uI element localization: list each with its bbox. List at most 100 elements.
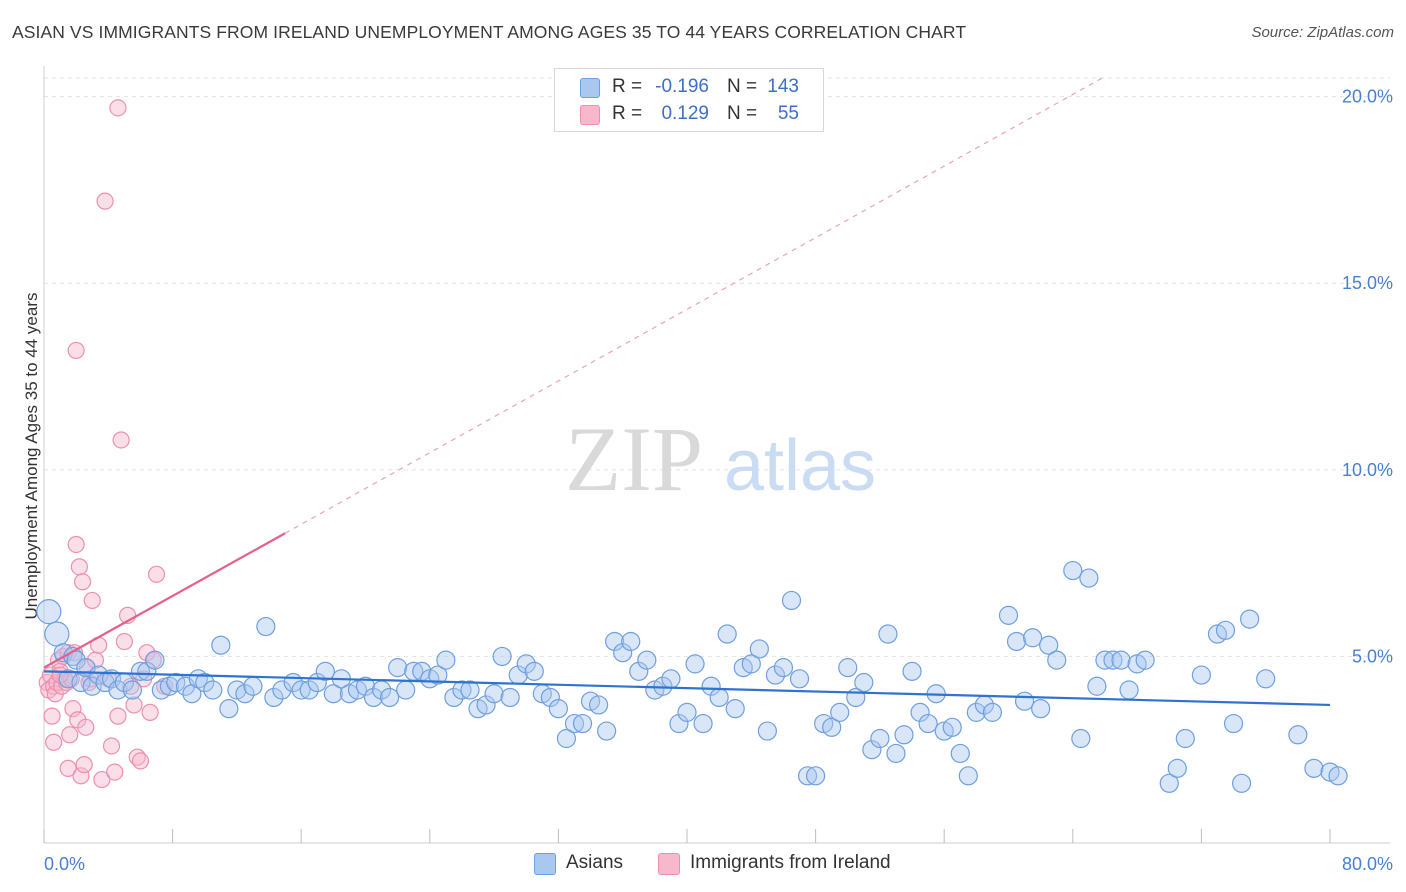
- asians-point: [1031, 699, 1051, 719]
- asians-point: [661, 669, 681, 689]
- asians-point: [572, 713, 593, 734]
- asians-point: [256, 616, 276, 637]
- asians-point: [1304, 758, 1324, 778]
- asians-point: [524, 661, 544, 681]
- asians-point: [1167, 758, 1187, 778]
- legend-label: Immigrants from Ireland: [690, 852, 891, 873]
- r-label: R =: [612, 76, 643, 97]
- asians-point: [902, 661, 922, 681]
- watermark-atlas: atlas: [724, 426, 876, 506]
- ireland-point: [141, 703, 159, 721]
- asians-point: [1023, 628, 1043, 648]
- asians-point: [444, 687, 464, 708]
- ireland-point: [83, 591, 101, 610]
- ireland-trend-line: [43, 532, 286, 669]
- asians-point: [757, 721, 777, 741]
- asians-point: [1328, 766, 1348, 786]
- asians-point: [605, 631, 625, 652]
- asians-point: [1231, 773, 1252, 793]
- asians-point: [264, 687, 284, 708]
- asians-point: [765, 665, 786, 685]
- asians-point: [1111, 650, 1131, 670]
- r-value: -0.196: [655, 76, 709, 97]
- ireland-point: [112, 431, 130, 449]
- asians-point: [1079, 568, 1099, 588]
- asians-point: [597, 721, 617, 741]
- ireland-point: [45, 733, 63, 751]
- ireland-point: [115, 632, 133, 651]
- asians-point: [436, 650, 456, 670]
- stats-box: R = -0.196 N = 143 R = 0.129 N = 55: [554, 68, 824, 132]
- asians-point: [492, 646, 512, 667]
- asians-point: [243, 676, 263, 696]
- n-value: 143: [767, 76, 799, 97]
- ireland-point: [147, 565, 166, 583]
- asians-point: [749, 639, 769, 659]
- asians-point: [958, 766, 978, 786]
- asians-point: [1103, 650, 1123, 670]
- asians-point: [830, 702, 850, 722]
- asians-point: [82, 676, 102, 696]
- ireland-point: [109, 707, 127, 725]
- asians-point: [789, 669, 810, 689]
- asians-point: [548, 699, 569, 719]
- asians-point: [540, 687, 560, 708]
- asians-point: [709, 687, 729, 708]
- asians-point: [1215, 620, 1236, 640]
- asians-point: [685, 654, 705, 674]
- asians-point: [910, 702, 930, 722]
- asians-point: [137, 661, 157, 681]
- asians-point: [669, 713, 689, 734]
- asians-point: [380, 687, 400, 708]
- asians-point: [556, 728, 577, 749]
- ireland-point: [77, 718, 95, 736]
- asians-point: [725, 699, 745, 719]
- ireland-point: [93, 770, 111, 789]
- asians-point: [1095, 650, 1115, 670]
- ireland-point: [64, 700, 82, 718]
- asians-point: [388, 658, 408, 678]
- asians-point: [982, 702, 1003, 722]
- asians-point: [822, 717, 842, 737]
- asians-point: [130, 661, 151, 681]
- tick-labels: 5.0% 10.0% 15.0% 20.0% 0.0% 80.0%: [44, 87, 1393, 874]
- asians-point: [195, 672, 215, 693]
- axes: [43, 66, 1390, 844]
- stats-row-asians: R = -0.196 N = 143: [555, 75, 823, 101]
- asians-point: [564, 713, 585, 734]
- watermark: ZIP atlas: [565, 408, 876, 510]
- asians-point: [363, 687, 384, 708]
- asians-point: [741, 654, 761, 674]
- asians-swatch: [580, 78, 600, 98]
- asians-point: [460, 680, 480, 700]
- asians-trend-line: [43, 670, 1331, 707]
- source-credit: Source: ZipAtlas.com: [1251, 24, 1394, 41]
- trend-lines: [43, 77, 1331, 707]
- ireland-point: [109, 99, 127, 117]
- asians-point: [36, 599, 62, 625]
- asians-point: [1256, 669, 1276, 689]
- ireland-point: [102, 737, 121, 755]
- asians-legend-swatch: [534, 853, 556, 875]
- asians-point: [1047, 650, 1067, 670]
- asians-point: [894, 725, 914, 745]
- ireland-point: [43, 707, 61, 725]
- asians-point: [500, 687, 520, 708]
- asians-point: [122, 680, 143, 700]
- stats-row-ireland: R = 0.129 N = 55: [555, 102, 823, 128]
- x-tick-label: 0.0%: [44, 854, 85, 874]
- asians-point: [1063, 560, 1083, 581]
- asians-point: [516, 654, 536, 674]
- asians-point: [1039, 635, 1059, 655]
- asians-point: [838, 658, 858, 678]
- asians-point: [886, 743, 906, 764]
- ireland-point: [144, 651, 162, 669]
- asians-point: [1175, 728, 1195, 749]
- asians-point: [1014, 691, 1035, 711]
- r-value: 0.129: [661, 103, 709, 124]
- asians-point: [629, 661, 649, 681]
- asians-point: [452, 680, 472, 700]
- asians-point: [1159, 773, 1179, 793]
- x-tick-label: 80.0%: [1342, 854, 1393, 874]
